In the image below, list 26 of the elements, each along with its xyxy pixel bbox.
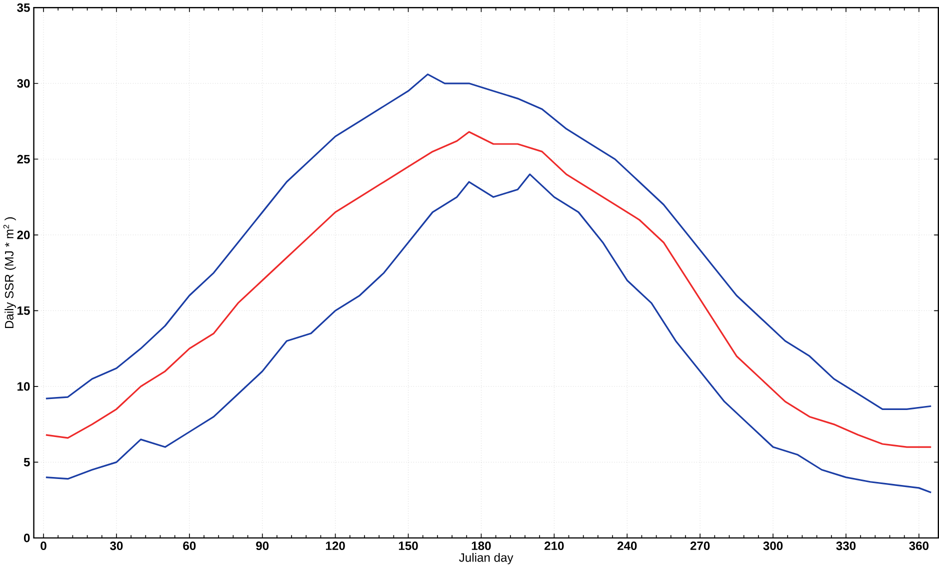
x-axis-title: Julian day — [459, 553, 514, 564]
y-tick-label: 20 — [17, 230, 30, 240]
x-tick-label: 300 — [763, 542, 783, 550]
y-tick-label: 0 — [24, 534, 30, 542]
x-tick-label: 360 — [909, 542, 929, 550]
y-tick-label: 35 — [17, 4, 30, 12]
x-tick-label: 240 — [617, 542, 637, 550]
y-tick-label: 10 — [18, 382, 30, 391]
x-tick-label: 120 — [326, 542, 345, 550]
y-tick-label: 5 — [24, 458, 30, 467]
line-series — [45, 131, 932, 448]
x-tick-label: 270 — [690, 542, 710, 550]
line-series — [45, 174, 932, 494]
y-tick-label: 30 — [17, 79, 30, 88]
y-axis-title: Daily SSR (MJ * m$^{2}$ ) — [3, 217, 16, 328]
x-tick-label: 180 — [472, 542, 491, 550]
x-tick-label: 90 — [256, 542, 269, 550]
x-tick-label: 30 — [110, 542, 123, 550]
line-series — [45, 74, 932, 410]
y-tick-label: 15 — [18, 306, 30, 316]
x-tick-label: 60 — [183, 542, 196, 550]
x-tick-label: 330 — [836, 542, 856, 550]
x-tick-label: 150 — [398, 542, 418, 550]
y-tick-label: 25 — [17, 155, 30, 164]
x-tick-label: 210 — [544, 542, 564, 550]
x-tick-label: 0 — [40, 542, 46, 550]
